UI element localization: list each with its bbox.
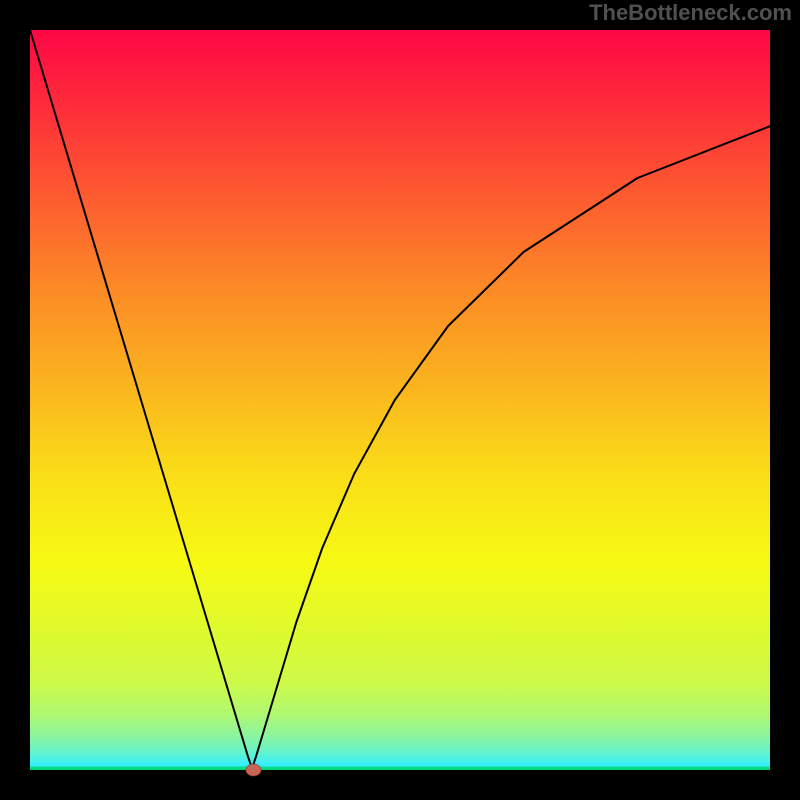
- bottleneck-chart: [0, 0, 800, 800]
- optimal-point-marker: [246, 764, 261, 776]
- chart-canvas: TheBottleneck.com: [0, 0, 800, 800]
- attribution-label: TheBottleneck.com: [589, 0, 792, 26]
